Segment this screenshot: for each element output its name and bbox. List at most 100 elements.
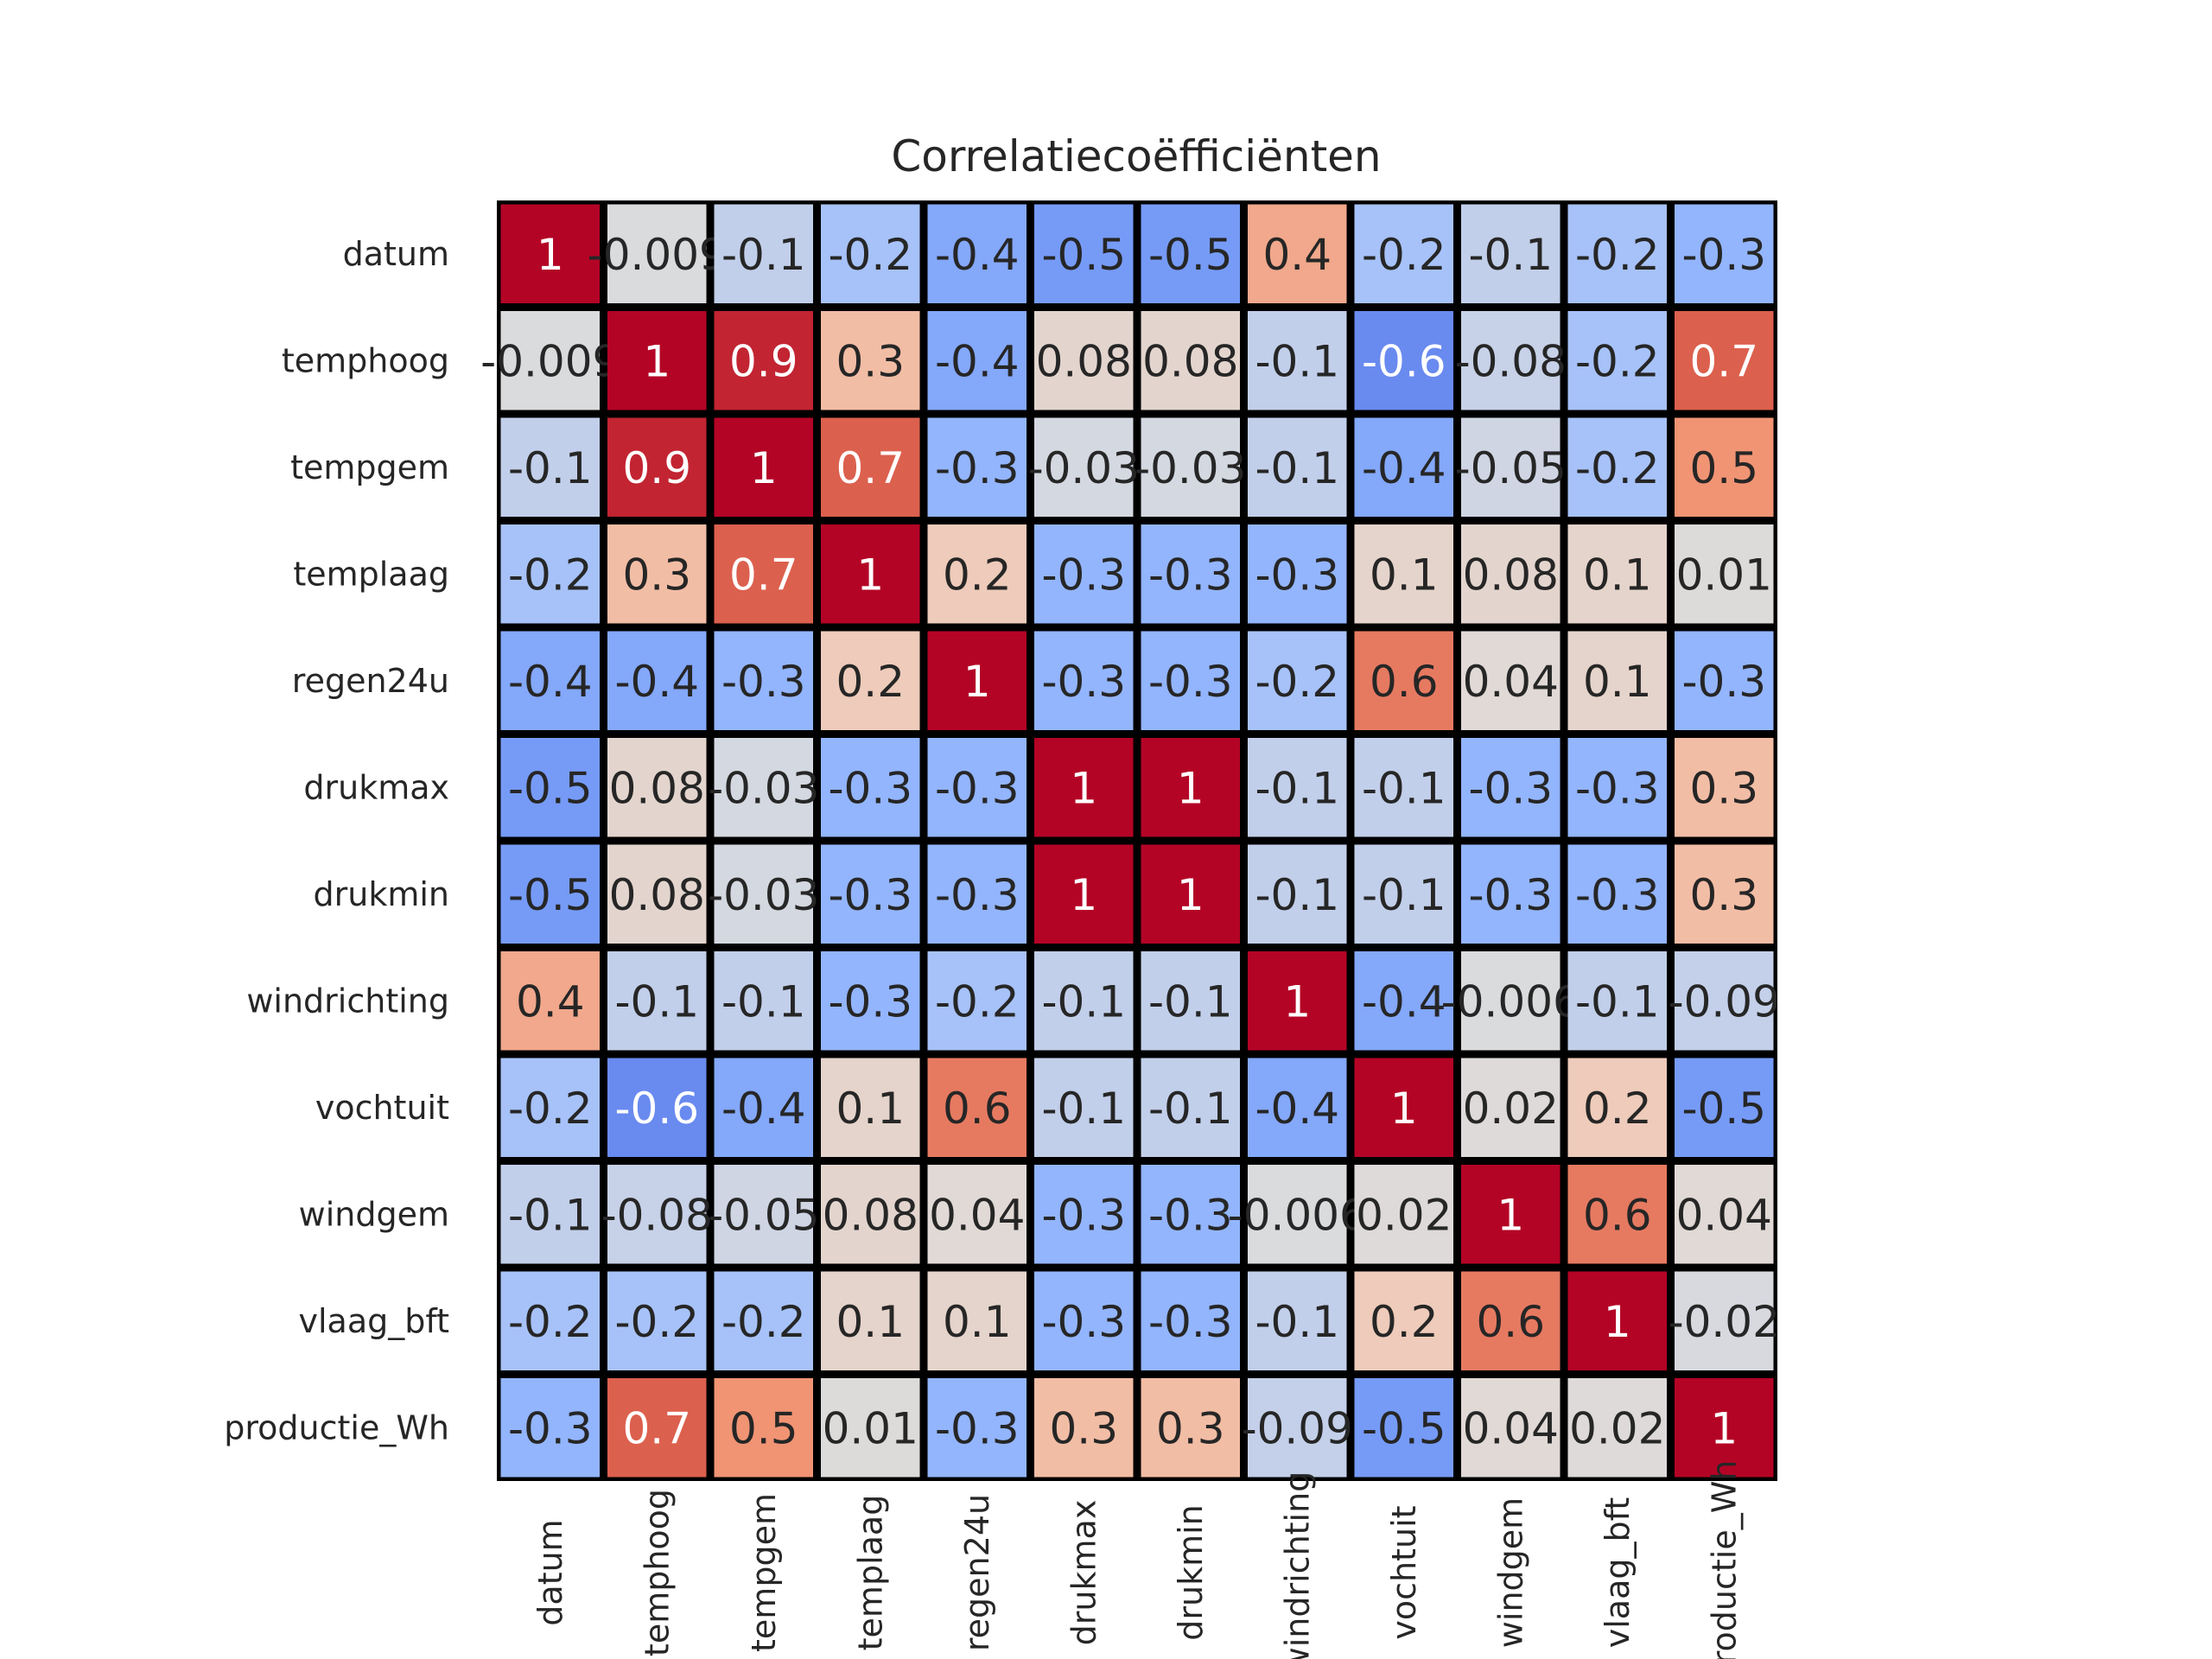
heatmap-cell (1141, 1058, 1240, 1157)
cell-value-label: -0.3 (1575, 870, 1660, 920)
heatmap-cell (1567, 311, 1667, 410)
cell-value-label: -0.09 (1242, 1403, 1353, 1453)
heatmap-cell (927, 844, 1027, 944)
cell-value-label: -0.1 (1041, 976, 1126, 1027)
heatmap-cell (821, 311, 920, 410)
heatmap-cell (607, 1165, 707, 1264)
cell-value-label: 0.3 (1156, 1403, 1225, 1453)
y-tick-label: drukmax (303, 768, 449, 806)
heatmap-cell (821, 738, 920, 837)
heatmap-cell (1567, 738, 1667, 837)
heatmap-cell (821, 417, 920, 517)
heatmap-cell (1567, 204, 1667, 303)
heatmap-cell (500, 1271, 600, 1370)
heatmap-cell (821, 951, 920, 1051)
cell-value-label: -0.6 (614, 1084, 699, 1134)
cell-value-label: 1 (1710, 1403, 1738, 1453)
cell-value-label: -0.4 (614, 657, 699, 707)
y-tick-label: windgem (299, 1195, 449, 1233)
cell-value-label: -0.4 (508, 657, 593, 707)
plot-area: 1 -0.009-0.1 -0.2 -0.4 -0.5 -0.5 0.4 -0.2 -0.1 -0… (224, 200, 1780, 1659)
heatmap-cell (1248, 1165, 1347, 1264)
heatmap-cell (1034, 417, 1134, 517)
cell-value-label: -0.1 (1468, 230, 1553, 280)
cell-value-label: -0.009 (480, 336, 620, 386)
heatmap-cell (607, 1271, 707, 1370)
heatmap-cell (821, 631, 920, 730)
cell-value-label: 1 (1177, 870, 1205, 920)
heatmap-grid-background (497, 200, 1777, 1481)
heatmap-cell (1461, 524, 1560, 624)
cell-value-label: 0.04 (929, 1190, 1025, 1240)
cell-value-label: -0.1 (1575, 976, 1660, 1027)
heatmap-cell (1141, 1271, 1240, 1370)
heatmap-cell (1034, 951, 1134, 1051)
heatmap-cell (1248, 844, 1347, 944)
heatmap-cell (1354, 951, 1453, 1051)
heatmap-cell (607, 204, 707, 303)
y-tick-label: productie_Wh (224, 1408, 449, 1446)
heatmap-cell (607, 311, 707, 410)
cell-value-label: -0.3 (1148, 1297, 1233, 1347)
cell-value-label: -0.03 (1135, 443, 1246, 493)
cell-value-label: 1 (1604, 1297, 1631, 1347)
heatmap-cell (1141, 1165, 1240, 1264)
heatmap-cell (1461, 311, 1560, 410)
heatmap-cell (1567, 1271, 1667, 1370)
heatmap-cell (1461, 844, 1560, 944)
cell-value-label: -0.2 (1575, 336, 1660, 386)
cell-value-label: 0.4 (1262, 230, 1332, 280)
heatmap-cell (821, 1271, 920, 1370)
x-tick-label: temphoog (638, 1489, 676, 1656)
cell-value-label: 0.6 (1476, 1297, 1545, 1347)
cell-value-label: -0.4 (935, 230, 1020, 280)
cell-value-label: -0.2 (1575, 230, 1660, 280)
cell-value-label: -0.1 (1255, 870, 1339, 920)
heatmap-cell (500, 204, 600, 303)
x-tick-label: drukmin (1172, 1504, 1210, 1641)
heatmap-cell (500, 524, 600, 624)
cell-value-label: -0.3 (828, 763, 912, 813)
y-tick-label: temphoog (282, 341, 449, 379)
cell-value-label: 0.3 (836, 336, 905, 386)
cell-value-label: -0.4 (1362, 443, 1446, 493)
x-tick-label: regen24u (958, 1494, 996, 1651)
heatmap-cell (1354, 738, 1453, 837)
heatmap-cell (1034, 738, 1134, 837)
cell-value-label: -0.2 (1362, 230, 1446, 280)
x-tick-label: datum (531, 1519, 569, 1625)
heatmap-cell (1675, 1058, 1774, 1157)
heatmap-cell (1461, 951, 1560, 1051)
heatmap-cell (1567, 1378, 1667, 1478)
heatmap-cell (1461, 1271, 1560, 1370)
y-tick-label: regen24u (292, 662, 449, 700)
heatmap-cell (1461, 1378, 1560, 1478)
cell-value-label: -0.3 (935, 763, 1020, 813)
cell-value-label: 0.1 (836, 1297, 905, 1347)
heatmap-cell (607, 738, 707, 837)
cell-value-label: 0.08 (609, 870, 705, 920)
cell-value-label: 0.08 (1463, 550, 1559, 600)
cell-value-label: -0.3 (1468, 870, 1553, 920)
heatmap-cell (1461, 631, 1560, 730)
cell-value-label: -0.1 (1041, 1084, 1126, 1134)
cell-value-label: -0.5 (1362, 1403, 1446, 1453)
y-tick-label: tempgem (290, 448, 449, 486)
cell-value-label: -0.1 (1148, 1084, 1233, 1134)
heatmap-cell (1141, 844, 1240, 944)
heatmap-cell (927, 1271, 1027, 1370)
cell-value-label: 1 (963, 657, 991, 707)
cell-value-label: -0.3 (828, 870, 912, 920)
cell-value-label: -0.03 (1028, 443, 1140, 493)
cell-value-label: -0.1 (1255, 763, 1339, 813)
heatmap-cell (607, 631, 707, 730)
heatmap-cell (1461, 738, 1560, 837)
heatmap-cell (1354, 311, 1453, 410)
cell-value-label: -0.3 (1681, 230, 1766, 280)
heatmap-cell (500, 631, 600, 730)
cell-value-label: -0.2 (508, 1084, 593, 1134)
x-tick-label: windgem (1491, 1497, 1529, 1648)
heatmap-cell (927, 631, 1027, 730)
heatmap-cell (1141, 738, 1240, 837)
x-tick-label: vochtuit (1385, 1505, 1423, 1639)
